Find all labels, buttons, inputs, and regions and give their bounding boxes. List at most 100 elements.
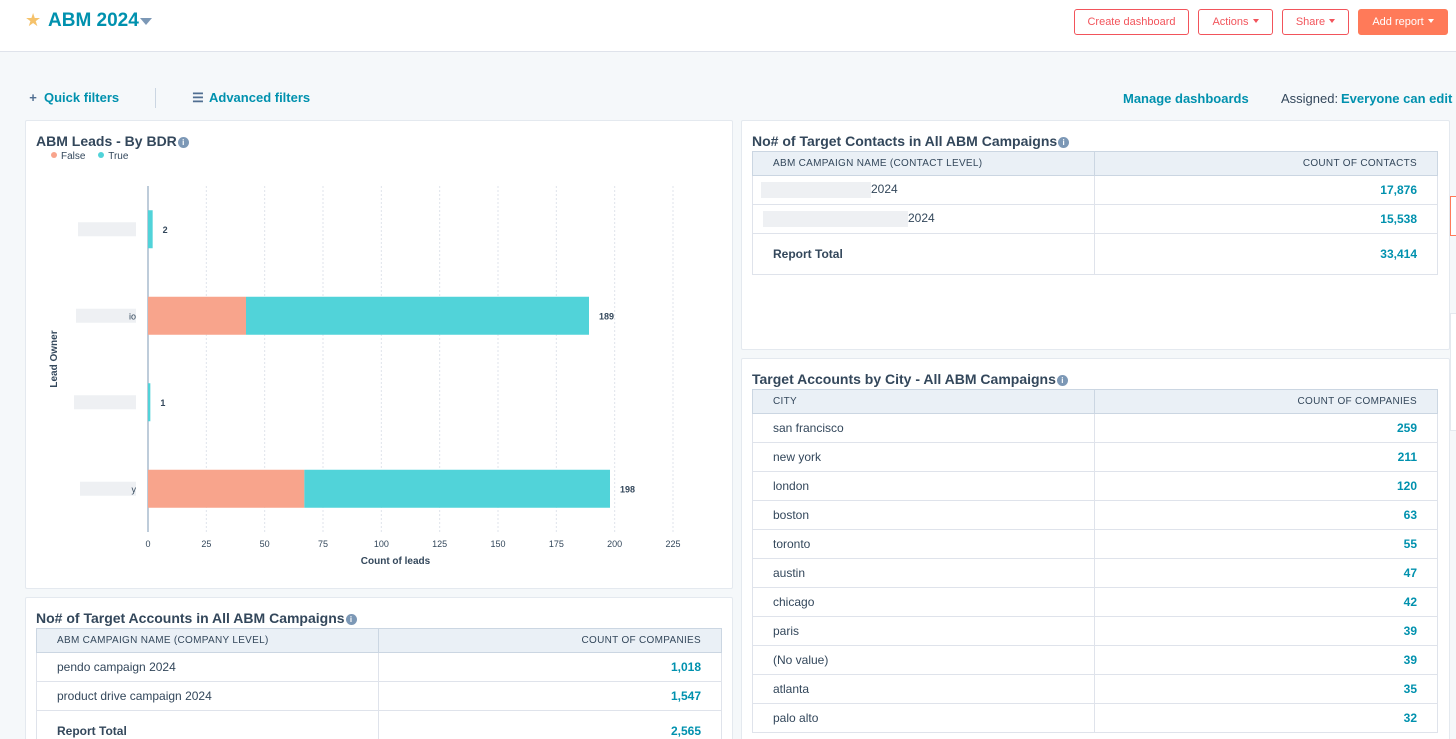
add-report-button[interactable]: Add report (1358, 9, 1448, 35)
campaign-name-cell: 2024 (752, 204, 1095, 234)
contacts-table-title[interactable]: No# of Target Contacts in All ABM Campai… (752, 132, 1070, 150)
table-row: 2024 15,538 (752, 204, 1438, 234)
manage-dashboards-link[interactable]: Manage dashboards (1123, 91, 1249, 106)
favorite-star-icon[interactable]: ★ (25, 10, 42, 30)
column-header-count[interactable]: COUNT OF COMPANIES (1094, 389, 1438, 414)
count-cell[interactable]: 63 (1094, 500, 1438, 530)
table-row: toronto 55 (752, 529, 1438, 559)
city-table-title[interactable]: Target Accounts by City - All ABM Campai… (752, 370, 1068, 388)
column-header-city[interactable]: CITY (752, 389, 1095, 414)
legend-item-false[interactable]: False (51, 151, 85, 162)
share-label: Share (1295, 16, 1326, 28)
count-cell[interactable]: 32 (1094, 703, 1438, 733)
x-tick-label: 225 (665, 539, 680, 549)
accounts-table-title[interactable]: No# of Target Accounts in All ABM Campai… (36, 609, 357, 627)
city-table-title-text: Target Accounts by City - All ABM Campai… (752, 371, 1056, 387)
report-total-value[interactable]: 33,414 (1094, 233, 1438, 275)
count-cell[interactable]: 17,876 (1094, 175, 1438, 205)
report-total-value[interactable]: 2,565 (378, 710, 722, 739)
city-name-cell: toronto (752, 529, 1095, 559)
info-icon[interactable]: i (345, 614, 357, 625)
campaign-name-cell: product drive campaign 2024 (36, 681, 379, 711)
count-cell[interactable]: 42 (1094, 587, 1438, 617)
legend-true-label: True (108, 151, 129, 162)
bar-total-label: 198 (620, 484, 635, 494)
leads-bar-chart: 0 25 50 75 100 125 150 175 200 225 2 189 io 1 198 y Coun… (49, 186, 681, 567)
actions-button[interactable]: Actions (1198, 9, 1273, 35)
table-row: boston 63 (752, 500, 1438, 530)
count-cell[interactable]: 39 (1094, 616, 1438, 646)
quick-filters-button[interactable]: + Quick filters (26, 90, 119, 106)
right-edge-panel[interactable] (1450, 313, 1456, 431)
city-name-cell: paris (752, 616, 1095, 646)
column-header-campaign[interactable]: ABM CAMPAIGN NAME (COMPANY LEVEL) (36, 628, 379, 653)
table-row: london 120 (752, 471, 1438, 501)
share-caret-icon (1329, 19, 1336, 23)
column-header-count[interactable]: COUNT OF COMPANIES (378, 628, 722, 653)
report-total-label: Report Total (36, 710, 379, 739)
x-tick-label: 50 (260, 539, 270, 549)
create-dashboard-button[interactable]: Create dashboard (1074, 9, 1189, 35)
city-table: CITY COUNT OF COMPANIES san francisco 259… (752, 389, 1438, 733)
city-name-cell: boston (752, 500, 1095, 530)
count-cell[interactable]: 15,538 (1094, 204, 1438, 234)
x-tick-label: 200 (607, 539, 622, 549)
bar-false[interactable] (148, 469, 305, 508)
count-cell[interactable]: 1,547 (378, 681, 722, 711)
count-cell[interactable]: 47 (1094, 558, 1438, 588)
bar-false[interactable] (148, 296, 246, 335)
count-cell[interactable]: 120 (1094, 471, 1438, 501)
table-row: new york 211 (752, 442, 1438, 472)
bar-total-label: 189 (599, 311, 614, 321)
bar-true[interactable] (148, 210, 153, 249)
bar-true[interactable] (304, 469, 610, 508)
dashboard-title[interactable]: ABM 2024 (48, 10, 139, 31)
y-category-label: io (129, 311, 136, 321)
redacted-block (761, 182, 871, 198)
accounts-table: ABM CAMPAIGN NAME (COMPANY LEVEL) COUNT … (36, 628, 722, 739)
contacts-table-title-text: No# of Target Contacts in All ABM Campai… (752, 133, 1058, 149)
table-row: (No value) 39 (752, 645, 1438, 675)
bar-total-label: 2 (163, 225, 168, 235)
redacted-category-label (76, 308, 136, 323)
count-cell[interactable]: 55 (1094, 529, 1438, 559)
leads-chart-title[interactable]: ABM Leads - By BDR i (36, 132, 189, 150)
table-row: 2024 17,876 (752, 175, 1438, 205)
x-tick-label: 100 (374, 539, 389, 549)
share-button[interactable]: Share (1282, 9, 1349, 35)
bar-true[interactable] (148, 383, 151, 422)
legend-item-true[interactable]: True (98, 151, 128, 162)
add-report-caret-icon (1427, 19, 1434, 23)
count-cell[interactable]: 39 (1094, 645, 1438, 675)
dashboard-switcher-caret-icon[interactable] (140, 18, 152, 25)
redacted-category-label (78, 222, 136, 237)
campaign-name-text: 2024 (908, 211, 935, 226)
y-category-label: y (132, 484, 137, 494)
table-row: atlanta 35 (752, 674, 1438, 704)
count-cell[interactable]: 35 (1094, 674, 1438, 704)
table-row: product drive campaign 2024 1,547 (36, 681, 722, 711)
right-edge-panel[interactable] (1450, 196, 1456, 236)
contacts-table: ABM CAMPAIGN NAME (CONTACT LEVEL) COUNT … (752, 151, 1438, 275)
campaign-name-text: 2024 (871, 182, 898, 197)
table-row: chicago 42 (752, 587, 1438, 617)
advanced-filters-button[interactable]: ☰ Advanced filters (191, 90, 310, 106)
table-header-row: CITY COUNT OF COMPANIES (752, 389, 1438, 414)
info-icon[interactable]: i (1058, 137, 1070, 148)
table-row: pendo campaign 2024 1,018 (36, 652, 722, 682)
city-name-cell: (No value) (752, 645, 1095, 675)
count-cell[interactable]: 1,018 (378, 652, 722, 682)
bar-true[interactable] (246, 296, 589, 335)
assigned-value-link[interactable]: Everyone can edit (1341, 91, 1453, 106)
count-cell[interactable]: 211 (1094, 442, 1438, 472)
city-name-cell: chicago (752, 587, 1095, 617)
add-report-label: Add report (1372, 16, 1424, 28)
column-header-count[interactable]: COUNT OF CONTACTS (1094, 151, 1438, 176)
campaign-name-cell: pendo campaign 2024 (36, 652, 379, 682)
info-icon[interactable]: i (1056, 375, 1068, 386)
count-cell[interactable]: 259 (1094, 413, 1438, 443)
info-icon[interactable]: i (177, 137, 189, 148)
city-name-cell: london (752, 471, 1095, 501)
column-header-campaign[interactable]: ABM CAMPAIGN NAME (CONTACT LEVEL) (752, 151, 1095, 176)
plus-icon: + (29, 90, 37, 105)
